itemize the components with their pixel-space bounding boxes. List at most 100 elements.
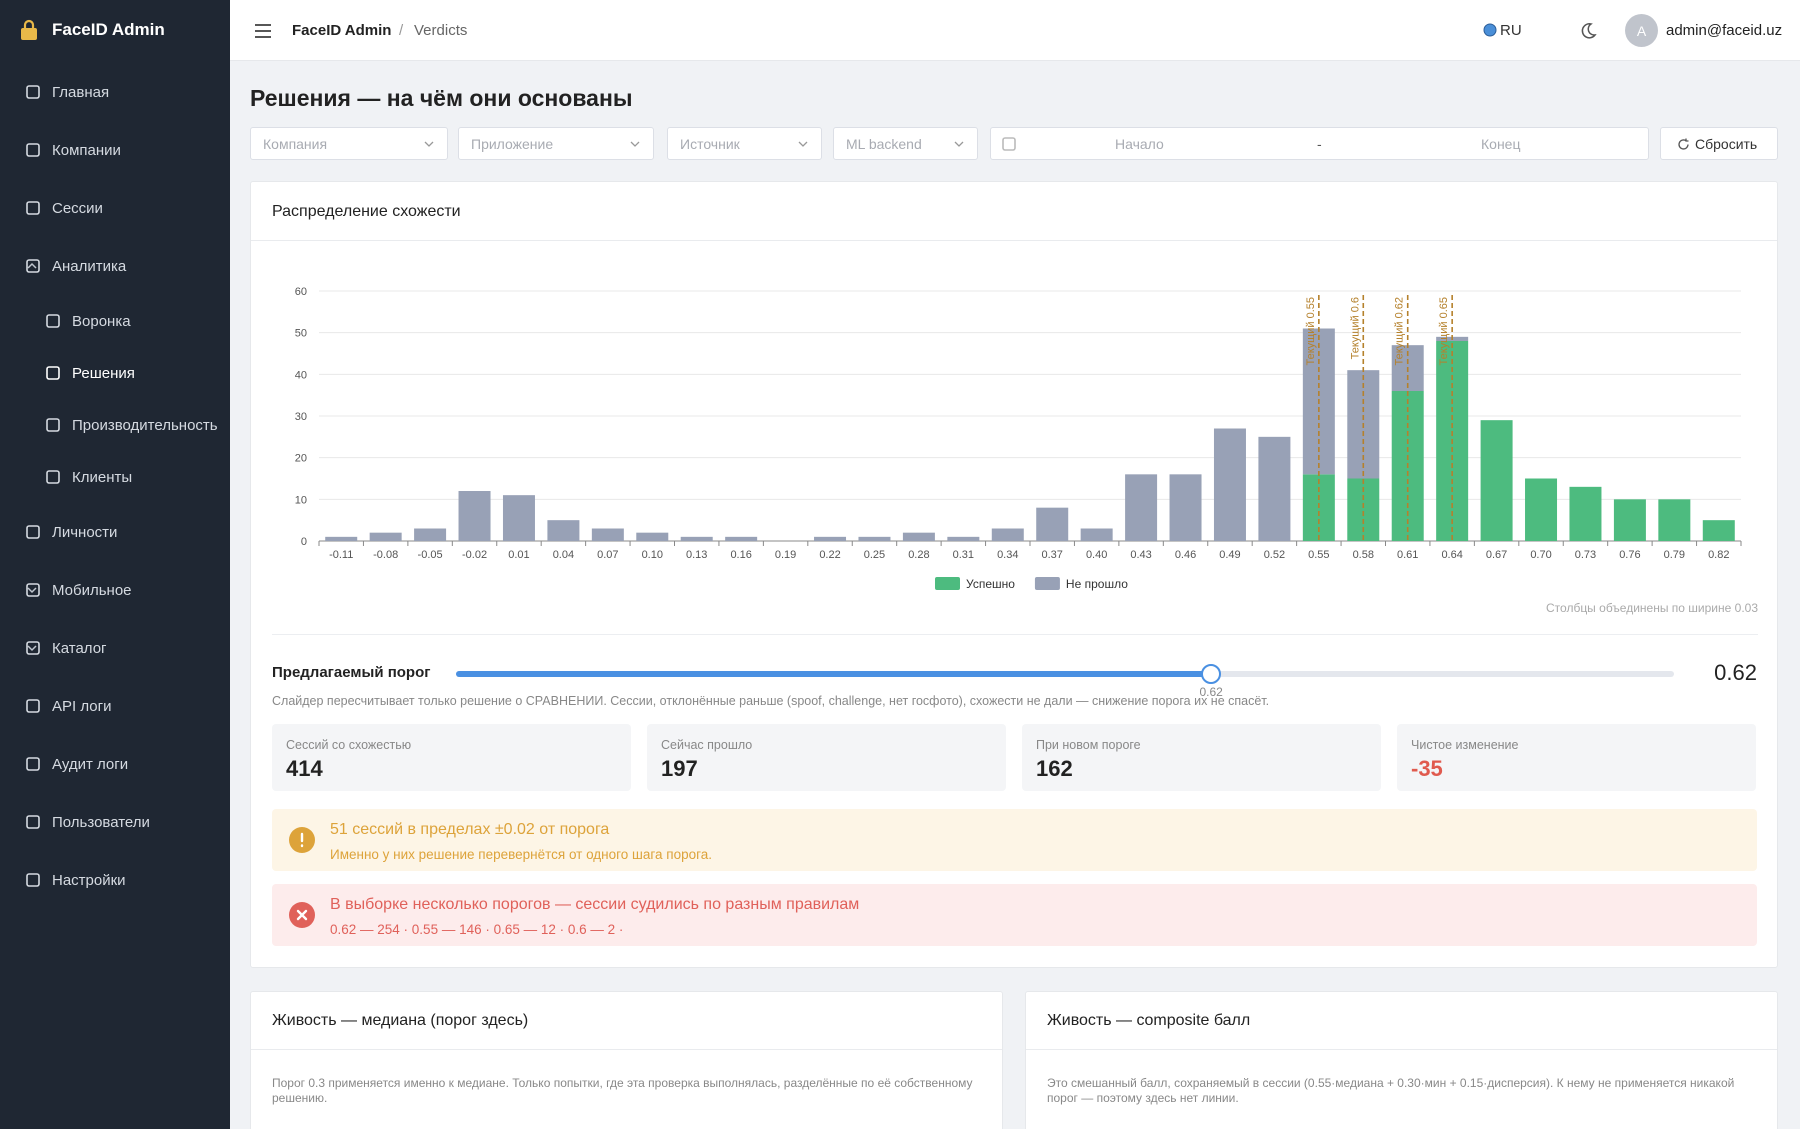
icon [26, 873, 40, 887]
filter-select[interactable]: ML backend [833, 127, 978, 160]
x-tick-label: 0.16 [730, 549, 751, 561]
x-tick-label: -0.11 [329, 549, 353, 561]
alert-text: Именно у них решение перевернётся от одн… [330, 847, 712, 862]
y-tick-label: 10 [295, 494, 307, 506]
x-tick-label: 0.10 [642, 549, 663, 561]
x-tick-label: 0.73 [1575, 549, 1596, 561]
card-divider [251, 1049, 1002, 1050]
submenu-item[interactable]: Решения [0, 353, 230, 393]
icon-shape [46, 314, 60, 328]
globe-icon [1483, 23, 1497, 37]
bar-segment [1569, 486, 1602, 541]
bar-segment [814, 536, 847, 541]
card-title: Распределение схожести [272, 203, 461, 220]
menu-item[interactable]: Аналитика [0, 246, 230, 286]
card-text: Порог 0.3 применяется именно к медиане. … [272, 1076, 973, 1105]
x-tick-label: 0.79 [1664, 549, 1685, 561]
menu-item[interactable]: Главная [0, 72, 230, 112]
reset-button[interactable]: Сбросить [1660, 127, 1778, 160]
slider-label: Предлагаемый порог [272, 664, 431, 681]
chart: 0 10 20 30 40 50 60 -0.11 -0.08 -0.05 -0.02 0.01 0.0… [295, 286, 1759, 615]
alert-text: 0.62 — 254 · 0.55 — 146 · 0.65 — 12 · 0.… [330, 922, 624, 937]
stat-label: Чистое изменение [1411, 738, 1519, 752]
submenu-label: Решения [72, 364, 135, 382]
info-card: Живость — composite балл Это смешанный ба… [1025, 991, 1778, 1129]
threshold-label: Текущий 0.6 [1349, 297, 1361, 359]
threshold-label: Текущий 0.65 [1438, 297, 1450, 365]
stat-card: Сессий со схожестью 414 [272, 724, 631, 791]
x-tick-label: 0.58 [1353, 549, 1374, 561]
icon [26, 201, 40, 215]
slider-hint: Слайдер пересчитывает только решение о С… [272, 694, 1270, 708]
stat-value: 162 [1036, 756, 1073, 781]
menu-item[interactable]: Пользователи [0, 802, 230, 842]
filter-placeholder: Приложение [471, 135, 554, 152]
breadcrumb-root[interactable]: FaceID Admin [292, 22, 392, 39]
icon-shape [26, 85, 40, 99]
slider-track: 0.62 [456, 664, 1674, 699]
filter-select[interactable]: Компания [250, 127, 448, 160]
icon [26, 525, 40, 539]
stat-value: 197 [661, 756, 698, 781]
user-email[interactable]: admin@faceid.uz [1666, 22, 1783, 39]
chevron-path [27, 645, 37, 652]
submenu-item[interactable]: Клиенты [0, 457, 230, 497]
icon-shape [26, 873, 40, 887]
icon [26, 583, 40, 597]
bar-segment [991, 528, 1024, 541]
bar-segment [502, 495, 535, 541]
chevron-path [27, 262, 37, 269]
bar-segment [902, 532, 935, 541]
bar-segment [458, 491, 491, 541]
bar-segment [725, 536, 758, 541]
threshold-label: Текущий 0.62 [1394, 297, 1406, 365]
filter-select[interactable]: Источник [667, 127, 822, 160]
menu-item[interactable]: Настройки [0, 860, 230, 900]
icon [26, 641, 40, 655]
menu-item[interactable]: API логи [0, 686, 230, 726]
icon-shape [26, 259, 40, 273]
slider-knob[interactable] [1201, 664, 1222, 684]
icon-shape [46, 418, 60, 432]
alert-icon [289, 827, 315, 853]
bar-segment [680, 536, 713, 541]
submenu-label: Производительность [72, 416, 218, 434]
language[interactable]: RU [1500, 22, 1522, 39]
bar-segment [369, 532, 402, 541]
card-title: Живость — медиана (порог здесь) [272, 1012, 529, 1029]
legend-swatch [1034, 577, 1060, 590]
submenu-item[interactable]: Производительность [0, 405, 230, 445]
menu-item[interactable]: Компании [0, 130, 230, 170]
icon-shape [26, 583, 40, 597]
y-tick-label: 30 [295, 411, 307, 423]
info-card: Живость — медиана (порог здесь) Порог 0.3… [250, 991, 1003, 1129]
menu-item[interactable]: Личности [0, 512, 230, 552]
x-tick-label: 0.46 [1175, 549, 1196, 561]
menu-item[interactable]: Каталог [0, 628, 230, 668]
select-arrow [630, 141, 640, 147]
logo-body [21, 28, 37, 40]
chevron [27, 587, 37, 594]
legend-label: Успешно [966, 577, 1015, 591]
avatar[interactable]: A [1625, 14, 1658, 47]
date-start: Начало [1115, 136, 1164, 152]
x-tick-label: 0.07 [597, 549, 618, 561]
bar-segment [591, 528, 624, 541]
menu-item[interactable]: Мобильное [0, 570, 230, 610]
date-range[interactable]: Начало - Конец [990, 127, 1649, 160]
alert-icon [289, 902, 315, 928]
submenu-item[interactable]: Воронка [0, 301, 230, 341]
menu-label: Аналитика [52, 257, 127, 275]
bar-segment [1169, 474, 1202, 541]
menu-item[interactable]: Сессии [0, 188, 230, 228]
icon [26, 699, 40, 713]
menu-item[interactable]: Аудит логи [0, 744, 230, 784]
menu-label: Компании [52, 141, 121, 159]
icon-shape [26, 641, 40, 655]
bar-segment [1080, 528, 1113, 541]
alert-warning: 51 сессий в пределах ±0.02 от порога Имен… [272, 809, 1757, 871]
filter-select[interactable]: Приложение [458, 127, 654, 160]
icon [26, 815, 40, 829]
menu-label: Каталог [52, 639, 107, 657]
